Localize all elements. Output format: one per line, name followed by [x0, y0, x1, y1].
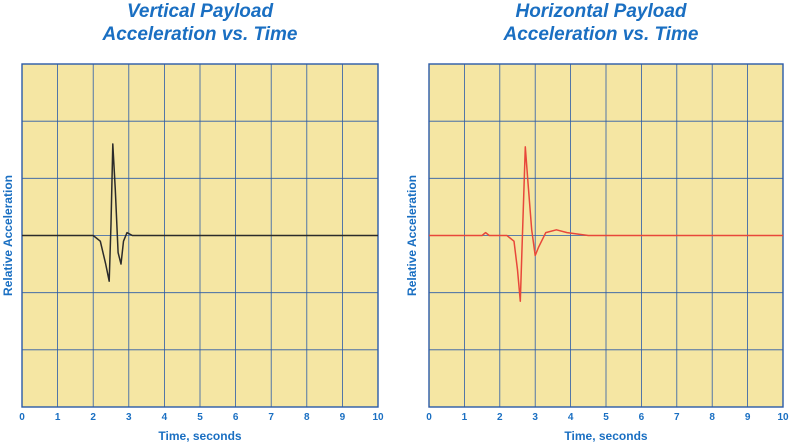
- x-tick-label: 10: [372, 412, 384, 423]
- vertical-plot: 0 1 2 3 4 5 6 7 8 9 10 Time, seconds Relative Accele…: [1, 63, 384, 443]
- x-tick-label: 0: [426, 412, 432, 423]
- x-tick-label: 2: [497, 412, 503, 423]
- x-tick-label: 8: [304, 412, 310, 423]
- x-tick-label: 2: [90, 412, 96, 423]
- x-tick-label: 7: [674, 412, 680, 423]
- x-tick-label: 4: [162, 412, 168, 423]
- chart-title-line2: Acceleration vs. Time: [102, 24, 298, 45]
- horizontal-chart: Horizontal Payload Acceleration vs. Time…: [397, 0, 794, 447]
- x-tick-label: 8: [709, 412, 715, 423]
- chart-title-line1: Horizontal Payload: [515, 1, 687, 22]
- x-tick-label: 9: [745, 412, 751, 423]
- y-axis-label: Relative Acceleration: [1, 175, 15, 296]
- horizontal-plot: 0 1 2 3 4 5 6 7 8 9 10 Time, seconds Relative Accele…: [405, 63, 789, 443]
- x-tick-label: 1: [55, 412, 61, 423]
- chart-title-line2: Acceleration vs. Time: [503, 24, 699, 45]
- x-tick-label: 1: [462, 412, 468, 423]
- x-tick-label: 0: [19, 412, 25, 423]
- x-tick-label: 3: [126, 412, 132, 423]
- x-tick-label: 10: [777, 412, 789, 423]
- series-line: [22, 143, 378, 282]
- y-axis-label: Relative Acceleration: [405, 175, 419, 296]
- x-axis-label: Time, seconds: [158, 429, 241, 443]
- x-tick-label: 5: [197, 412, 203, 423]
- chart-title: Horizontal Payload Acceleration vs. Time: [421, 0, 781, 46]
- x-tick-label: 9: [340, 412, 346, 423]
- chart-title-line1: Vertical Payload: [126, 1, 274, 22]
- x-tick-label: 6: [639, 412, 645, 423]
- chart-title: Vertical Payload Acceleration vs. Time: [20, 0, 380, 46]
- vertical-chart: Vertical Payload Acceleration vs. Time 0…: [1, 0, 384, 443]
- x-tick-label: 7: [268, 412, 274, 423]
- x-tick-label: 3: [532, 412, 538, 423]
- series-line: [429, 146, 783, 302]
- x-tick-label: 5: [603, 412, 609, 423]
- x-tick-label: 4: [568, 412, 574, 423]
- x-axis-label: Time, seconds: [564, 429, 647, 443]
- x-tick-label: 6: [233, 412, 239, 423]
